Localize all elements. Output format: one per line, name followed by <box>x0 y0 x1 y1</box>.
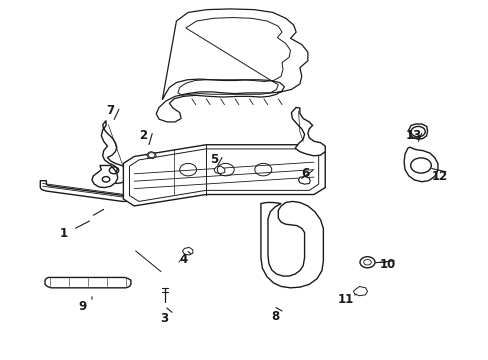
Polygon shape <box>156 9 307 122</box>
Text: 8: 8 <box>270 310 279 323</box>
Text: 4: 4 <box>179 253 187 266</box>
Text: 9: 9 <box>78 300 86 312</box>
Polygon shape <box>101 121 129 184</box>
Text: 5: 5 <box>209 153 218 166</box>
Text: 10: 10 <box>379 258 395 271</box>
Text: 6: 6 <box>301 167 309 180</box>
Text: 3: 3 <box>160 312 168 325</box>
Polygon shape <box>123 145 325 206</box>
Text: 1: 1 <box>60 227 68 240</box>
Polygon shape <box>40 181 128 202</box>
Polygon shape <box>146 152 156 158</box>
Polygon shape <box>214 166 224 174</box>
Polygon shape <box>92 166 118 188</box>
Polygon shape <box>403 147 437 182</box>
Text: 11: 11 <box>337 293 353 306</box>
Polygon shape <box>408 124 427 139</box>
Text: 12: 12 <box>430 170 447 183</box>
Polygon shape <box>298 176 309 184</box>
Text: 2: 2 <box>139 129 147 141</box>
Polygon shape <box>353 287 367 296</box>
Polygon shape <box>291 107 325 156</box>
Polygon shape <box>45 278 131 288</box>
Text: 7: 7 <box>106 104 115 117</box>
Polygon shape <box>261 202 323 288</box>
Text: 13: 13 <box>405 129 421 141</box>
Polygon shape <box>182 247 192 255</box>
